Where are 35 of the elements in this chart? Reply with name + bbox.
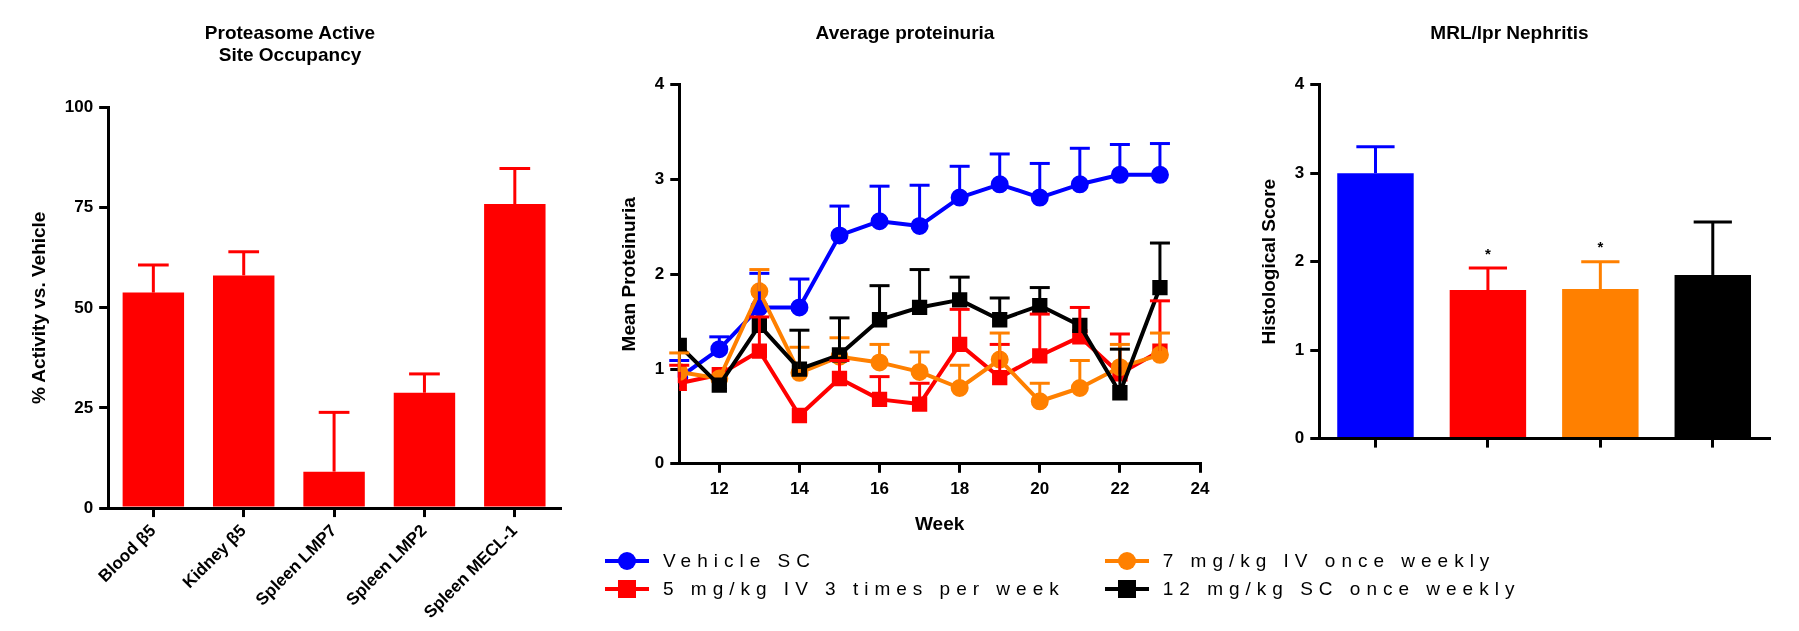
y-tick-label: 0 — [654, 453, 665, 473]
y-tick-label: 4 — [654, 74, 665, 94]
x-tick-label: 24 — [1190, 478, 1210, 498]
data-label: * — [1484, 244, 1491, 262]
y-tick-label: 3 — [654, 169, 665, 189]
legend-label: Vehicle SC — [663, 550, 816, 572]
legend-label: 12 mg/kg SC once weekly — [1162, 578, 1521, 600]
y-tick-label: 100 — [64, 97, 94, 117]
x-tick-label: 16 — [870, 478, 889, 498]
y-tick-label: 2 — [1294, 251, 1305, 271]
y-tick-label: 1 — [1294, 339, 1305, 359]
data-label: * — [1597, 238, 1604, 256]
x-tick-label: 22 — [1110, 478, 1130, 498]
y-tick-label: 4 — [1294, 74, 1305, 94]
y-axis-title: Mean Proteinuria — [617, 196, 639, 352]
x-tick-label: 20 — [1030, 478, 1050, 498]
x-axis-title: Week — [914, 512, 965, 534]
y-tick-label: 50 — [74, 297, 94, 317]
y-tick-label: 3 — [1294, 162, 1305, 182]
x-tick-label: 14 — [789, 478, 810, 498]
y-tick-label: 0 — [1294, 428, 1305, 448]
y-tick-label: 25 — [74, 397, 94, 417]
y-tick-label: 1 — [654, 358, 665, 378]
legend-label: 7 mg/kg IV once weekly — [1162, 550, 1496, 572]
chart-title: Average proteinuria — [815, 21, 995, 43]
chart-title: MRL/lpr Nephritis — [1430, 21, 1589, 43]
x-tick-label: 18 — [950, 478, 970, 498]
y-axis-title: % Activity vs. Vehicle — [27, 211, 49, 405]
legend-label: 5 mg/kg IV 3 times per week — [663, 578, 1065, 600]
y-tick-label: 75 — [74, 197, 94, 217]
y-tick-label: 0 — [83, 497, 94, 517]
y-tick-label: 2 — [654, 263, 665, 283]
chart-title: Proteasome Active Site Occupancy — [204, 21, 376, 66]
y-axis-title: Histological Score — [1257, 178, 1279, 345]
x-tick-label: 12 — [709, 478, 729, 498]
